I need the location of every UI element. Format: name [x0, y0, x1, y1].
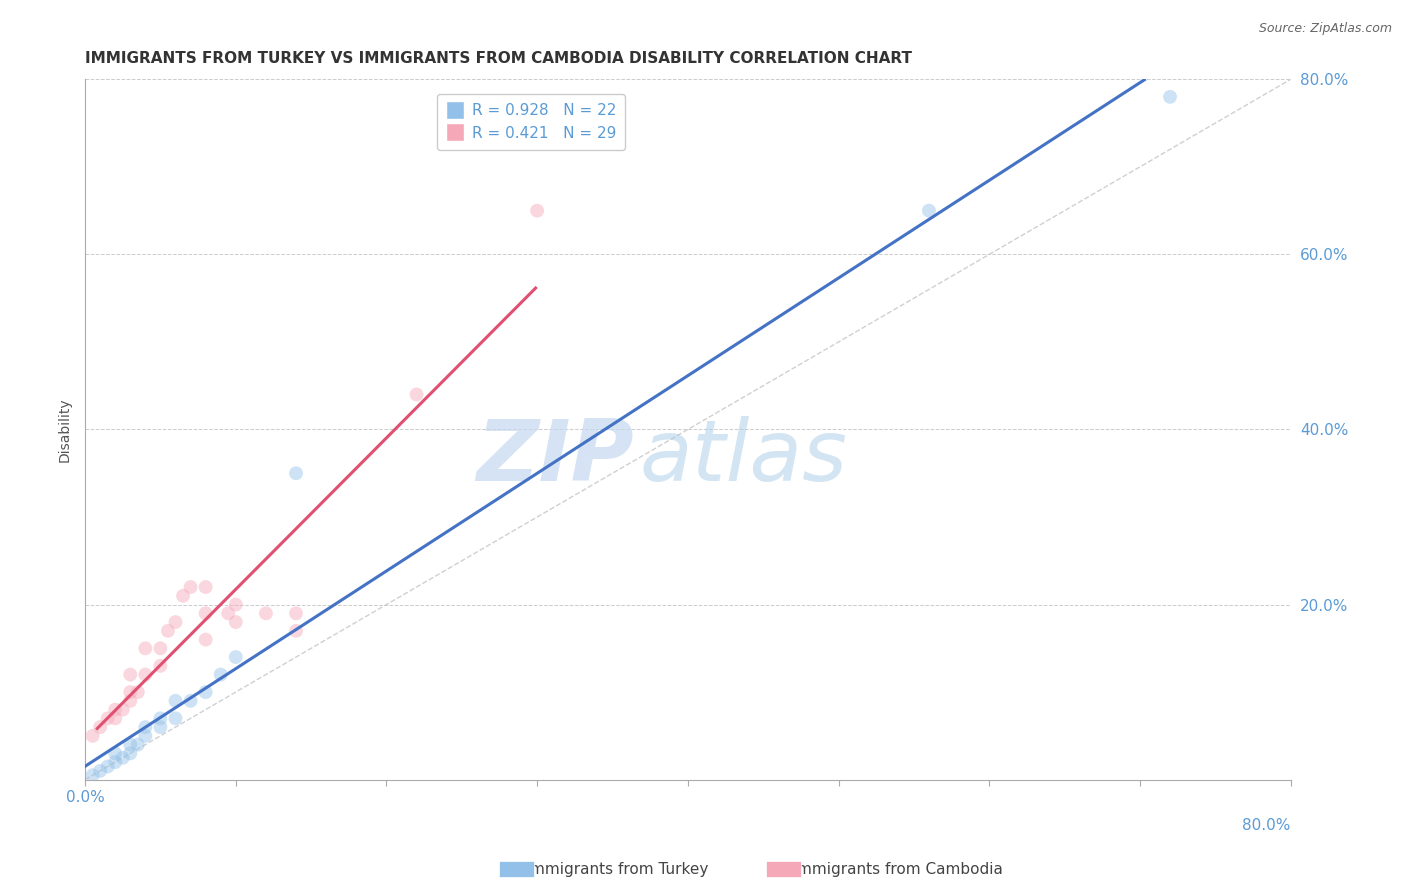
- Text: IMMIGRANTS FROM TURKEY VS IMMIGRANTS FROM CAMBODIA DISABILITY CORRELATION CHART: IMMIGRANTS FROM TURKEY VS IMMIGRANTS FRO…: [86, 51, 912, 66]
- Point: [149, 720, 172, 734]
- Point: [104, 747, 127, 761]
- Point: [918, 203, 941, 218]
- Point: [134, 641, 156, 656]
- Point: [134, 729, 156, 743]
- Point: [194, 607, 217, 621]
- Point: [120, 667, 142, 681]
- Point: [180, 580, 202, 594]
- Point: [225, 598, 247, 612]
- Point: [82, 768, 104, 782]
- Point: [165, 694, 187, 708]
- Point: [526, 203, 548, 218]
- Point: [165, 711, 187, 725]
- Point: [172, 589, 194, 603]
- Text: Source: ZipAtlas.com: Source: ZipAtlas.com: [1258, 22, 1392, 36]
- Point: [209, 667, 232, 681]
- Y-axis label: Disability: Disability: [58, 397, 72, 462]
- Point: [104, 711, 127, 725]
- Point: [217, 607, 239, 621]
- Point: [149, 658, 172, 673]
- Point: [127, 738, 149, 752]
- Point: [149, 711, 172, 725]
- Point: [194, 580, 217, 594]
- Point: [89, 764, 111, 778]
- Point: [156, 624, 179, 638]
- Point: [120, 738, 142, 752]
- Point: [285, 607, 308, 621]
- Point: [285, 467, 308, 481]
- Point: [82, 729, 104, 743]
- Point: [97, 711, 120, 725]
- Point: [127, 685, 149, 699]
- Point: [104, 755, 127, 769]
- Text: atlas: atlas: [640, 416, 848, 499]
- Point: [165, 615, 187, 629]
- Point: [254, 607, 277, 621]
- Text: Immigrants from Turkey: Immigrants from Turkey: [506, 863, 709, 877]
- Text: Immigrants from Cambodia: Immigrants from Cambodia: [773, 863, 1002, 877]
- Point: [225, 650, 247, 665]
- Point: [1159, 90, 1181, 104]
- Point: [111, 703, 134, 717]
- Point: [180, 694, 202, 708]
- Point: [405, 387, 427, 401]
- Point: [120, 694, 142, 708]
- Point: [225, 615, 247, 629]
- Point: [134, 720, 156, 734]
- Point: [104, 703, 127, 717]
- Text: 80.0%: 80.0%: [1243, 818, 1291, 833]
- Point: [285, 624, 308, 638]
- Point: [89, 720, 111, 734]
- Point: [111, 750, 134, 764]
- Point: [120, 685, 142, 699]
- Point: [149, 641, 172, 656]
- Point: [134, 667, 156, 681]
- Point: [194, 685, 217, 699]
- Point: [194, 632, 217, 647]
- Text: ZIP: ZIP: [477, 416, 634, 499]
- Point: [97, 759, 120, 773]
- Legend: R = 0.928   N = 22, R = 0.421   N = 29: R = 0.928 N = 22, R = 0.421 N = 29: [437, 94, 626, 150]
- Point: [120, 747, 142, 761]
